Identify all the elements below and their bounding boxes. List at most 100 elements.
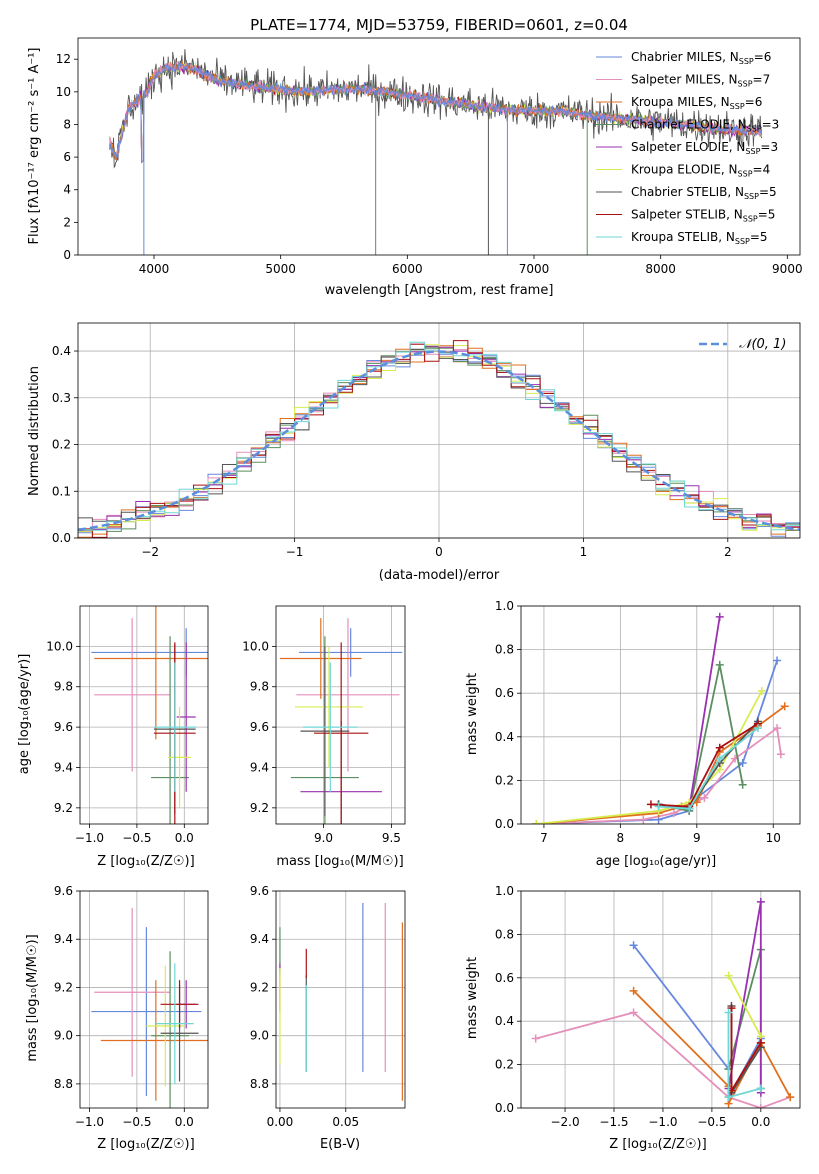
series-marker	[727, 1004, 736, 1013]
y-tick-label: 9.0	[54, 1029, 73, 1043]
series-marker	[780, 702, 789, 711]
errorbars	[279, 903, 403, 1101]
series-marker	[646, 800, 655, 809]
y-tick-label: 0.0	[52, 531, 71, 545]
normal-curve	[78, 350, 800, 532]
series-marker	[756, 1084, 765, 1093]
spectrum-lines	[109, 49, 763, 255]
series-marker	[654, 802, 663, 811]
x-tick-label: −2.0	[550, 1115, 579, 1129]
spectrum-ylabel: Flux [fλ10⁻¹⁷ erg cm⁻² s⁻¹ A⁻¹]	[27, 48, 42, 245]
x-tick-label: 0	[435, 545, 443, 559]
series-marker	[629, 941, 638, 950]
x-tick-label: 8000	[645, 262, 676, 276]
series-marker	[786, 1093, 795, 1102]
series-marker	[532, 820, 541, 824]
y-tick-label: 0.8	[495, 643, 514, 657]
y-tick-label: 9.2	[250, 801, 269, 815]
axes-frame	[520, 605, 801, 825]
series-marker	[715, 660, 724, 669]
y-tick-label: 10	[56, 85, 71, 99]
y-tick-label: 0.1	[52, 484, 71, 498]
legend-label: Salpeter ELODIE, NSSP=3	[631, 140, 778, 156]
x-tick-label: 0.0	[175, 831, 194, 845]
y-tick-label: 9.6	[250, 720, 269, 734]
legend-label: Kroupa ELODIE, NSSP=4	[631, 163, 770, 179]
weight-age-xlabel: age [log₁₀(age/yr)]	[596, 854, 717, 869]
x-tick-label: −0.5	[122, 831, 151, 845]
y-tick-label: 9.8	[250, 680, 269, 694]
series-marker	[773, 656, 782, 665]
series-marker	[738, 780, 747, 789]
y-tick-label: 9.2	[250, 980, 269, 994]
y-tick-label: 0	[63, 248, 71, 262]
x-tick-label: −2	[141, 545, 159, 559]
x-tick-label: 9000	[772, 262, 803, 276]
weight-age-ylabel: mass weight	[465, 673, 480, 755]
x-tick-label: 9.5	[382, 831, 401, 845]
residuals-ylabel: Normed distribution	[27, 366, 42, 496]
y-tick-label: 9.6	[54, 884, 73, 898]
spectrum-title: PLATE=1774, MJD=53759, FIBERID=0601, z=0…	[250, 16, 628, 34]
legend-label: Chabrier STELIB, NSSP=5	[631, 185, 777, 201]
y-tick-label: 9.0	[250, 1029, 269, 1043]
series-line	[650, 722, 759, 808]
axes-frame	[79, 890, 209, 1109]
y-tick-label: 8.8	[54, 1077, 73, 1091]
y-tick-label: 2	[63, 215, 71, 229]
y-tick-label: 9.4	[54, 932, 73, 946]
x-tick-label: 1	[580, 545, 588, 559]
spectrum-series-line	[109, 49, 763, 169]
x-tick-label: −0.5	[122, 1115, 151, 1129]
series-marker	[700, 793, 709, 802]
x-tick-label: 9	[693, 831, 701, 845]
series-lines	[532, 612, 789, 824]
series-marker	[756, 897, 765, 906]
y-tick-label: 8	[63, 117, 71, 131]
y-tick-label: 0.4	[52, 344, 71, 358]
errorbars	[280, 618, 403, 824]
legend-label: Chabrier MILES, NSSP=6	[631, 50, 771, 66]
x-tick-label: 2	[724, 545, 732, 559]
y-tick-label: 0.2	[52, 438, 71, 452]
series-marker	[724, 1093, 733, 1102]
legend-label: 𝒩(0, 1)	[739, 337, 786, 352]
series-marker	[629, 986, 638, 995]
y-tick-label: 0.4	[495, 730, 514, 744]
series-marker	[639, 815, 648, 824]
legend-label: Salpeter MILES, NSSP=7	[631, 73, 770, 89]
y-tick-label: 9.4	[250, 932, 269, 946]
series-line	[727, 901, 762, 1093]
series-marker	[776, 750, 785, 759]
y-tick-label: 0.0	[495, 817, 514, 831]
mass-ebv-xlabel: E(B-V)	[320, 1137, 360, 1152]
y-tick-label: 0.8	[495, 927, 514, 941]
y-tick-label: 9.2	[54, 980, 73, 994]
x-tick-label: −1.0	[75, 831, 104, 845]
x-tick-label: −1.5	[599, 1115, 628, 1129]
age-mass-xlabel: mass [log₁₀(M/M☉)]	[276, 854, 403, 869]
x-tick-label: 9.0	[314, 831, 333, 845]
legend-label: Chabrier ELODIE, NSSP=3	[631, 118, 779, 134]
axes-frame	[275, 890, 406, 1109]
series-marker	[531, 1034, 540, 1043]
weight-vs-age-panel: age [log₁₀(age/yr)] mass weight 7 8 9 10 0.0…	[465, 599, 801, 869]
x-tick-label: 0.0	[175, 1115, 194, 1129]
x-tick-label: 8	[617, 831, 625, 845]
series-line	[658, 727, 759, 810]
y-tick-label: 4	[63, 183, 71, 197]
spectrum-legend: Chabrier MILES, NSSP=6 Salpeter MILES, NS…	[596, 50, 779, 246]
y-tick-label: 8.8	[250, 1077, 269, 1091]
y-tick-label: 9.2	[54, 801, 73, 815]
series-marker	[629, 1008, 638, 1017]
series-marker	[715, 754, 724, 763]
errorbars	[91, 907, 208, 1108]
age-vs-z-panel: Z [log₁₀(Z/Z☉)] age [log₁₀(age/yr)] −1.0…	[17, 605, 209, 869]
x-tick-label: 4000	[139, 262, 170, 276]
series-marker	[773, 724, 782, 733]
residuals-panel: (data-model)/error Normed distribution −…	[27, 322, 801, 583]
spectrum-axes	[77, 37, 801, 256]
series-marker	[756, 1038, 765, 1047]
y-tick-label: 0.4	[495, 1014, 514, 1028]
legend-label: Kroupa MILES, NSSP=6	[631, 95, 762, 111]
